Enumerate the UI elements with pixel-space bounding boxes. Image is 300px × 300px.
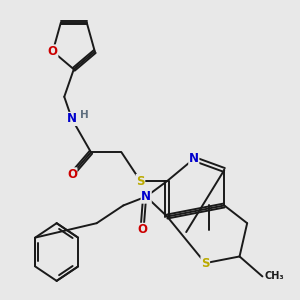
Text: S: S bbox=[136, 175, 145, 188]
Text: N: N bbox=[141, 190, 151, 203]
Text: S: S bbox=[201, 256, 209, 270]
Text: O: O bbox=[48, 45, 58, 58]
Text: O: O bbox=[67, 168, 77, 181]
Text: N: N bbox=[67, 112, 77, 125]
Text: H: H bbox=[80, 110, 88, 120]
Text: O: O bbox=[137, 224, 147, 236]
Text: N: N bbox=[189, 152, 199, 165]
Text: CH₃: CH₃ bbox=[264, 272, 284, 281]
